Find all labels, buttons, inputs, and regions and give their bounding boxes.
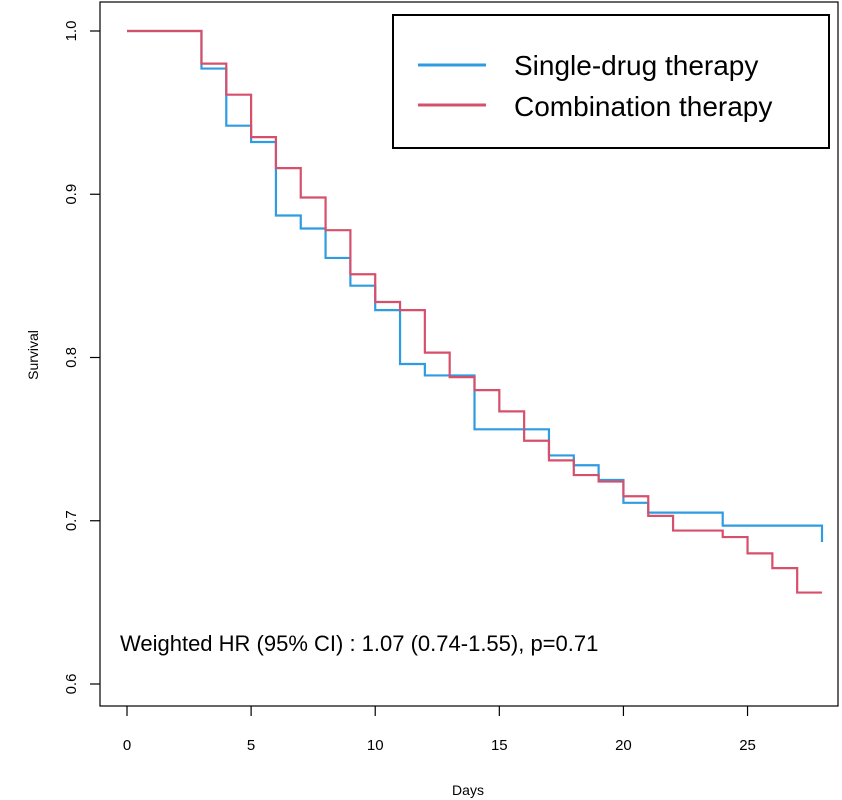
- series-line-single-drug: [127, 29, 824, 542]
- y-axis: 0.6 0.7 0.8 0.9 1.0: [63, 21, 100, 695]
- legend-box: [392, 14, 830, 149]
- x-tick-label: 10: [367, 737, 384, 754]
- legend-label-single-drug: Single-drug therapy: [514, 50, 758, 81]
- x-tick-label: 5: [247, 737, 255, 754]
- hazard-ratio-annotation: Weighted HR (95% CI) : 1.07 (0.74-1.55),…: [120, 631, 598, 656]
- legend: Single-drug therapy Combination therapy: [392, 14, 830, 149]
- y-axis-title: Survival: [25, 330, 41, 380]
- series-layer: [127, 29, 824, 594]
- x-tick-label: 25: [739, 737, 756, 754]
- y-tick-label: 0.8: [63, 347, 80, 368]
- x-axis: 0 5 10 15 20 25: [123, 706, 756, 754]
- y-tick-label: 0.9: [63, 184, 80, 205]
- plot-frame: [99, 1, 839, 707]
- x-tick-label: 20: [615, 737, 632, 754]
- y-tick-label: 0.7: [63, 510, 80, 531]
- x-axis-title: Days: [452, 782, 484, 798]
- legend-label-combination: Combination therapy: [514, 91, 772, 122]
- x-tick-label: 15: [491, 737, 508, 754]
- y-tick-label: 1.0: [63, 21, 80, 42]
- x-tick-label: 0: [123, 737, 131, 754]
- y-tick-label: 0.6: [63, 674, 80, 695]
- series-line-combination: [127, 29, 822, 594]
